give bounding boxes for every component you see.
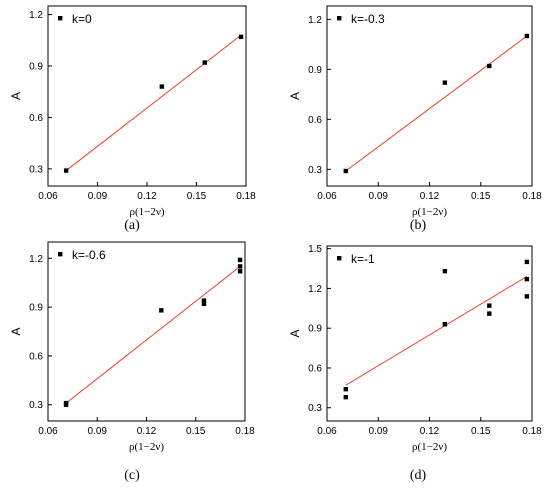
x-tick-label: 0.15	[186, 426, 206, 437]
x-axis-label: ρ(1−2ν)	[412, 441, 447, 453]
x-tick-label: 0.06	[38, 426, 58, 437]
y-tick-label: 1.2	[308, 15, 322, 26]
y-tick-label: 0.9	[29, 62, 43, 73]
y-tick-label: 0.3	[308, 403, 322, 414]
y-axis-label: A	[9, 92, 23, 100]
plot-frame	[326, 245, 533, 422]
x-tick-label: 0.09	[88, 426, 108, 437]
x-tick-label: 0.09	[369, 191, 389, 202]
data-point	[442, 268, 448, 274]
x-axis-label: ρ(1−2ν)	[412, 206, 447, 218]
chart-panel-3: 0.06 0.09 0.12 0.15 0.18 0.3 0.6 0.9 1.2 ρ(1−2ν) A…	[9, 241, 255, 483]
y-tick-label: 0.3	[308, 165, 322, 176]
x-tick-label: 0.18	[235, 426, 255, 437]
fit-line	[345, 35, 528, 172]
legend-label: k=-0.3	[351, 12, 385, 26]
fit-line	[345, 276, 528, 386]
legend-label: k=-0.6	[72, 248, 106, 262]
x-axis-label: ρ(1−2ν)	[129, 441, 164, 453]
y-tick-label: 1.2	[308, 284, 322, 295]
legend-marker	[337, 256, 342, 261]
y-tick-label: 0.3	[29, 164, 43, 175]
data-point	[202, 60, 207, 65]
x-tick-label: 0.09	[369, 426, 389, 437]
data-point	[487, 303, 492, 308]
x-tick-label: 0.06	[38, 191, 58, 202]
chart-panel-4: 0.06 0.09 0.12 0.15 0.18 0.3 0.6 0.9 1.2 1.5 ρ(1−2…	[288, 244, 542, 483]
x-axis-label: ρ(1−2ν)	[130, 206, 165, 218]
plot-frame	[47, 5, 247, 187]
legend-label: k=0	[72, 12, 92, 26]
y-tick-label: 0.6	[308, 363, 322, 374]
data-point	[524, 33, 530, 39]
panel-label: (c)	[124, 468, 140, 483]
fit-line	[65, 266, 241, 404]
data-point	[343, 394, 348, 400]
x-tick-label: 0.18	[522, 191, 542, 202]
data-point	[237, 257, 243, 263]
y-axis-label: A	[9, 327, 23, 335]
data-point	[63, 400, 69, 406]
y-tick-label: 1.5	[308, 244, 322, 255]
data-point	[237, 264, 243, 269]
data-point	[442, 80, 448, 85]
data-point	[487, 311, 492, 316]
panel-label: (a)	[124, 218, 140, 233]
data-point	[487, 63, 492, 69]
data-point	[524, 294, 530, 299]
y-tick-label: 0.3	[29, 400, 43, 411]
x-tick-label: 0.06	[317, 191, 337, 202]
data-point	[238, 34, 244, 40]
x-tick-label: 0.09	[88, 191, 108, 202]
data-point	[237, 269, 243, 274]
legend-marker	[58, 252, 63, 257]
data-point	[201, 301, 207, 307]
y-tick-label: 0.6	[308, 115, 322, 126]
y-axis-label: A	[288, 92, 302, 100]
data-point	[524, 259, 530, 265]
fit-line	[65, 34, 242, 171]
panel-label: (d)	[410, 468, 427, 483]
chart-panel-2: 0.06 0.09 0.12 0.15 0.18 0.3 0.6 0.9 1.2 ρ(1−2ν) A…	[288, 5, 542, 233]
x-tick-label: 0.12	[420, 191, 440, 202]
y-tick-label: 0.9	[29, 303, 43, 314]
data-point	[201, 298, 207, 303]
x-tick-label: 0.18	[522, 426, 542, 437]
x-tick-label: 0.12	[420, 426, 440, 437]
x-tick-label: 0.18	[236, 191, 256, 202]
y-axis-label: A	[288, 329, 302, 337]
y-tick-label: 1.2	[29, 10, 43, 21]
chart-panel-1: 0.06 0.09 0.12 0.15 0.18 0.3 0.6 0.9 1.2 ρ(1−2ν) A…	[9, 5, 256, 233]
legend-marker	[337, 16, 342, 21]
data-point	[63, 168, 69, 173]
data-point	[159, 308, 164, 313]
y-tick-label: 0.9	[308, 324, 322, 335]
x-tick-label: 0.12	[137, 191, 157, 202]
y-tick-label: 0.6	[29, 113, 43, 124]
data-point	[343, 386, 348, 392]
x-tick-label: 0.15	[187, 191, 207, 202]
plot-frame	[326, 5, 533, 187]
x-tick-label: 0.15	[471, 191, 491, 202]
data-point	[442, 322, 448, 327]
y-tick-label: 0.6	[29, 351, 43, 362]
y-tick-label: 0.9	[308, 65, 322, 76]
data-point	[343, 168, 348, 174]
panel-label: (b)	[410, 218, 427, 233]
x-tick-label: 0.12	[137, 426, 157, 437]
data-point	[159, 84, 165, 89]
legend-label: k=-1	[351, 252, 375, 266]
y-tick-label: 1.2	[29, 254, 43, 265]
x-tick-label: 0.06	[317, 426, 337, 437]
legend-marker	[58, 16, 63, 21]
x-tick-label: 0.15	[471, 426, 491, 437]
data-point	[524, 276, 530, 282]
